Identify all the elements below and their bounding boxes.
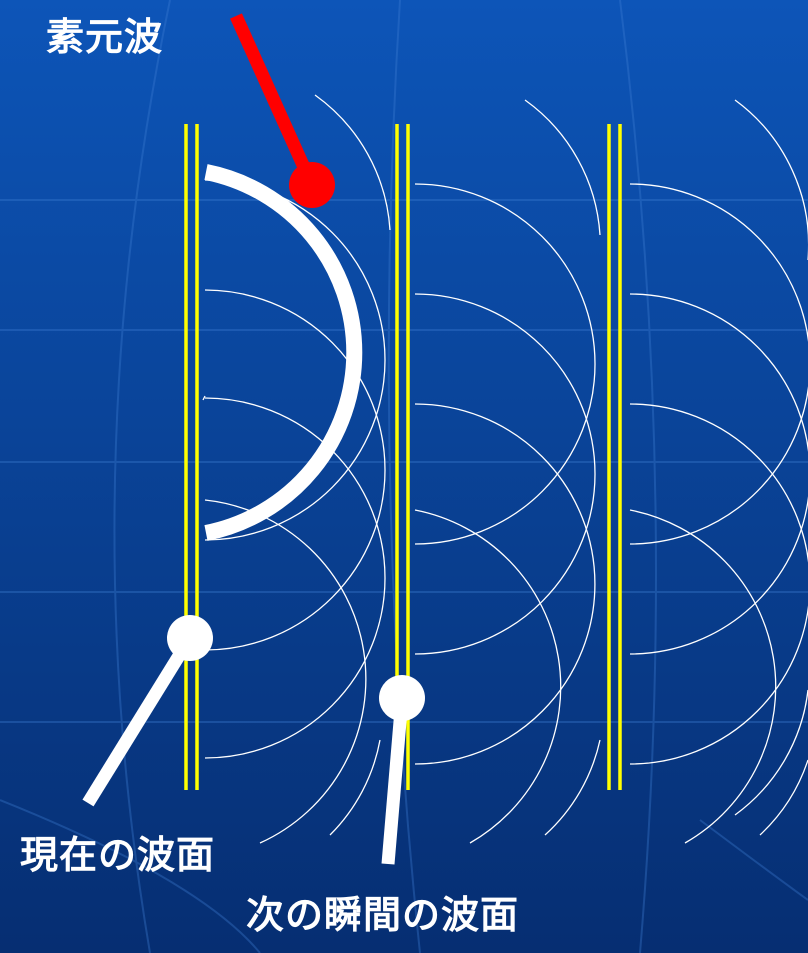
next-wavefront-pointer <box>379 675 425 865</box>
next-wavefront-label: 次の瞬間の波面 <box>246 893 520 937</box>
wavefront-1 <box>184 124 199 790</box>
elementary-wave-label: 素元波 <box>46 15 164 59</box>
wavelet-arcs <box>202 94 808 844</box>
current-wavefront-pointer <box>82 615 213 807</box>
current-wavefront-label: 現在の波面 <box>20 833 216 877</box>
highlighted-wavelet <box>204 164 363 541</box>
wavefront-3 <box>607 124 622 790</box>
elementary-wave-pointer <box>230 13 335 208</box>
